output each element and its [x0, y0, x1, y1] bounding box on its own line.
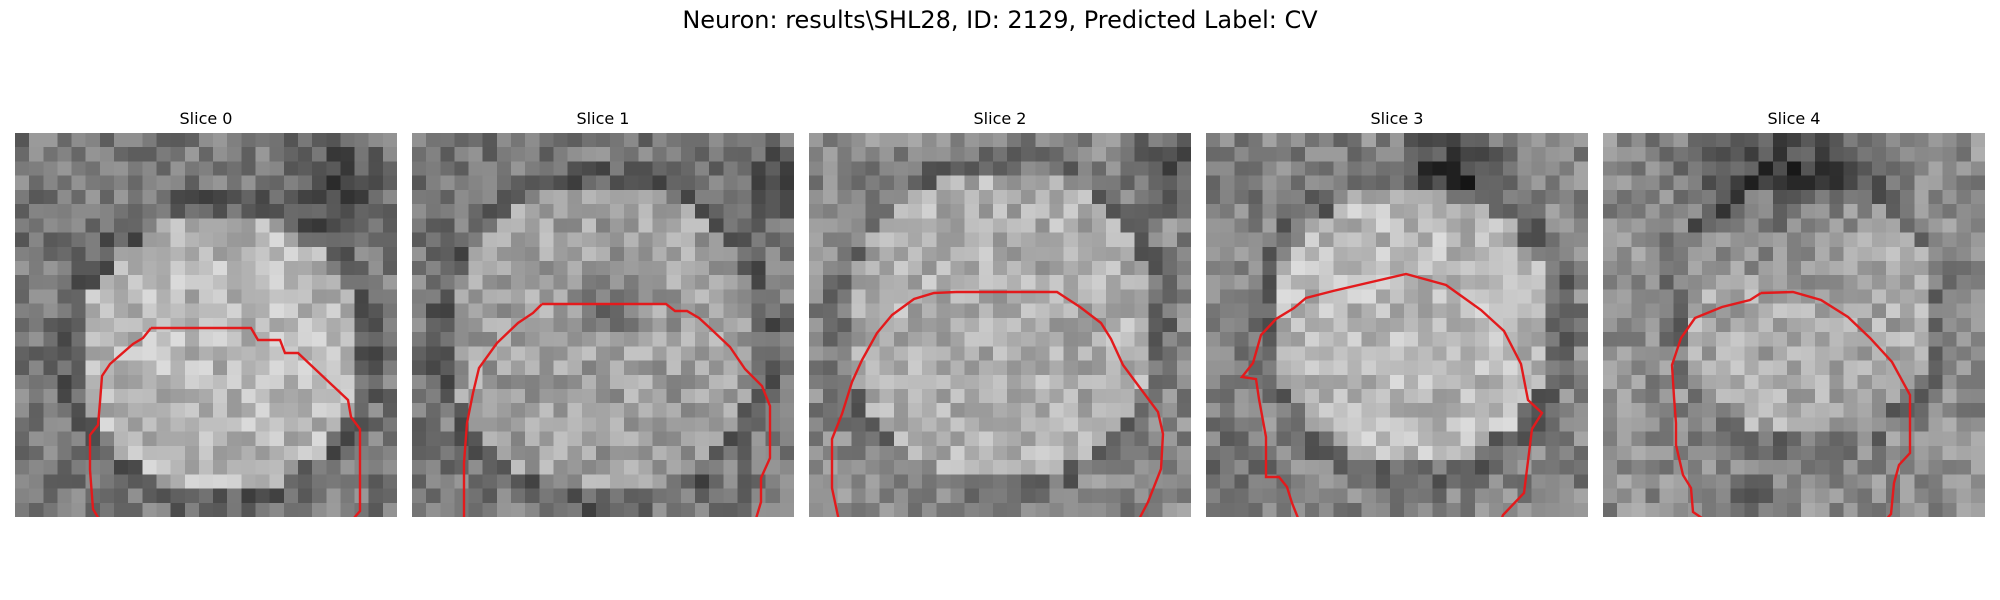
roi-outline [1670, 290, 1912, 517]
slice-panel-2: Slice 2 [809, 108, 1191, 517]
slice-image [1603, 133, 1985, 517]
slice-image [1206, 133, 1588, 517]
figure-title: Neuron: results\SHL28, ID: 2129, Predict… [682, 6, 1318, 34]
slice-image [15, 133, 397, 517]
slice-title: Slice 0 [179, 109, 233, 128]
roi-outline [1239, 272, 1544, 517]
grayscale-pixels [809, 133, 1191, 517]
slice-panel-1: Slice 1 [412, 108, 794, 517]
roi-outline [462, 302, 772, 517]
slice-title: Slice 1 [576, 109, 630, 128]
grayscale-pixels [15, 133, 397, 517]
slice-title: Slice 3 [1370, 109, 1424, 128]
slice-panel-3: Slice 3 [1206, 108, 1588, 517]
roi-outline [88, 326, 362, 517]
slice-title: Slice 4 [1767, 109, 1821, 128]
slice-title: Slice 2 [973, 109, 1027, 128]
slice-panel-0: Slice 0 [15, 108, 397, 517]
grayscale-pixels [1603, 133, 1985, 517]
slice-panel-4: Slice 4 [1603, 108, 1985, 517]
roi-outline [830, 290, 1165, 517]
grayscale-pixels [412, 133, 794, 517]
slice-image [809, 133, 1191, 517]
slice-image [412, 133, 794, 517]
